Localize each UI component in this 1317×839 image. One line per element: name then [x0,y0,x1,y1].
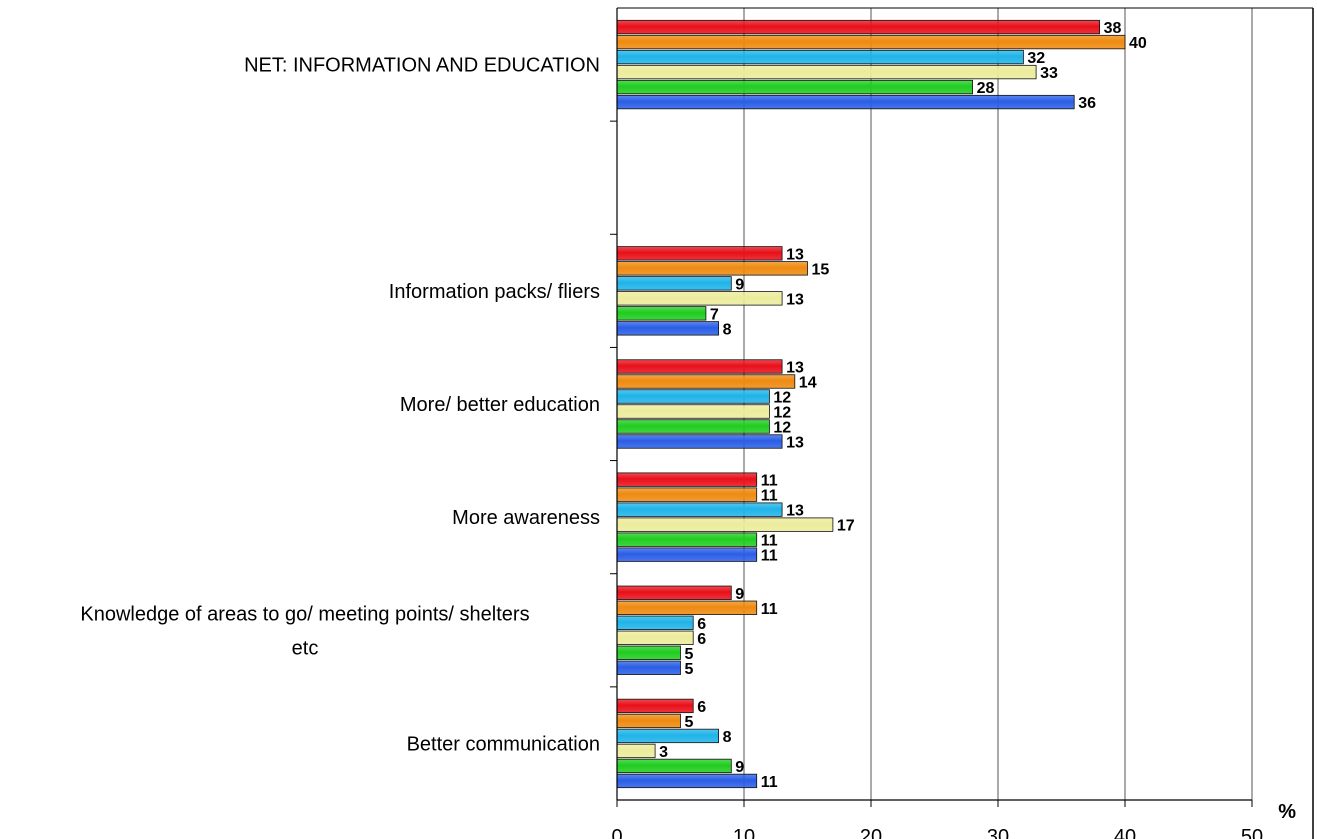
data-label-cat0-series4: 28 [977,80,995,97]
gridlines [743,8,1253,800]
data-label-cat0-series2: 32 [1027,50,1045,67]
bar-cat0-series4 [616,79,974,95]
bar-cat5-series0 [616,585,732,600]
bar-cat4-series1 [616,487,758,502]
bar-cat3-series4 [616,419,770,434]
bar-cat6-series5 [616,773,758,789]
x-tick-label-20: 20 [860,826,882,839]
bar-cat6-series0 [616,698,694,714]
bar-cat4-series5 [616,547,758,562]
category-label-6: Better communication [407,733,600,755]
x-tick-label-30: 30 [987,826,1009,839]
bar-cat2-series4 [616,306,707,321]
bar-cat0-series5 [616,94,1075,110]
bar-cat2-series5 [616,321,719,336]
bar-cat2-series1 [616,261,808,276]
data-label-cat4-series3: 17 [837,518,855,535]
bar-cat6-series2 [616,728,719,744]
data-label-cat0-series5: 36 [1078,95,1096,112]
data-label-cat2-series4: 7 [710,306,719,323]
category-label-4: More awareness [452,507,600,529]
bar-cat4-series4 [616,532,758,547]
data-labels: 3840323328361315913781314121212131111131… [659,20,1147,791]
data-label-cat3-series2: 12 [773,390,791,407]
x-tick-label-10: 10 [733,826,755,839]
data-label-cat4-series2: 13 [786,503,804,520]
bar-cat4-series3 [616,517,834,532]
x-tick-label-40: 40 [1114,826,1136,839]
category-label-5: Knowledge of areas to go/ meeting points… [80,603,529,659]
bar-cat2-series3 [616,291,783,306]
bar-cat6-series1 [616,713,681,729]
data-label-cat6-series4: 9 [735,759,744,776]
data-label-cat4-series1: 11 [761,488,778,505]
data-label-cat5-series0: 9 [735,586,744,603]
bar-cat3-series1 [616,374,796,389]
bar-cat5-series4 [616,645,681,660]
bar-cat3-series2 [616,389,770,404]
bar-cat2-series0 [616,246,783,261]
bars [616,19,1126,789]
data-label-cat2-series1: 15 [812,261,830,278]
data-label-cat3-series3: 12 [773,405,791,422]
data-label-cat4-series0: 11 [761,473,778,490]
data-label-cat5-series2: 6 [697,616,706,633]
data-label-cat3-series5: 13 [786,435,804,452]
data-label-cat2-series2: 9 [735,276,744,293]
data-label-cat5-series5: 5 [685,661,694,678]
data-label-cat4-series5: 11 [761,548,778,565]
category-label-0: NET: INFORMATION AND EDUCATION [244,55,600,77]
bar-cat0-series3 [616,64,1037,80]
data-label-cat0-series3: 33 [1040,65,1058,82]
data-label-cat2-series5: 8 [723,321,732,338]
bar-cat5-series1 [616,600,758,615]
data-label-cat0-series1: 40 [1129,35,1147,52]
data-label-cat6-series1: 5 [685,714,694,731]
x-tick-label-0: 0 [611,826,622,839]
data-label-cat3-series0: 13 [786,360,804,377]
category-label-2: Information packs/ fliers [389,281,600,303]
data-label-cat0-series0: 38 [1104,20,1122,37]
bar-cat5-series5 [616,660,681,675]
data-label-cat3-series4: 12 [773,420,791,437]
data-label-cat6-series5: 11 [761,774,778,791]
data-label-cat2-series3: 13 [786,291,804,308]
bar-cat6-series3 [616,743,656,759]
bar-cat3-series0 [616,359,783,374]
category-labels: NET: INFORMATION AND EDUCATION Informatio… [80,55,600,756]
data-label-cat6-series3: 3 [659,744,668,761]
bar-cat0-series0 [616,19,1101,35]
data-label-cat5-series4: 5 [685,646,694,663]
data-label-cat3-series1: 14 [799,375,817,392]
bar-cat0-series2 [616,49,1024,65]
data-label-cat6-series0: 6 [697,699,706,716]
data-label-cat2-series0: 13 [786,246,804,263]
bar-cat3-series5 [616,434,783,449]
data-label-cat4-series4: 11 [761,533,778,550]
bar-cat6-series4 [616,758,732,774]
data-label-cat5-series1: 11 [761,601,778,618]
bar-cat2-series2 [616,276,732,291]
data-label-cat5-series3: 6 [697,631,706,648]
bar-cat5-series2 [616,615,694,630]
bar-cat3-series3 [616,404,770,419]
bar-cat5-series3 [616,630,694,645]
x-tick-label-50: 50 [1241,826,1263,839]
bar-cat0-series1 [616,34,1126,50]
bar-cat4-series2 [616,502,783,517]
data-label-cat6-series2: 8 [723,729,732,746]
bar-cat4-series0 [616,472,758,487]
x-unit-label: % [1278,801,1296,823]
x-tick-labels: 0 10 20 30 40 50 [611,826,1263,839]
category-label-3: More/ better education [400,394,600,416]
axes [610,7,1314,839]
